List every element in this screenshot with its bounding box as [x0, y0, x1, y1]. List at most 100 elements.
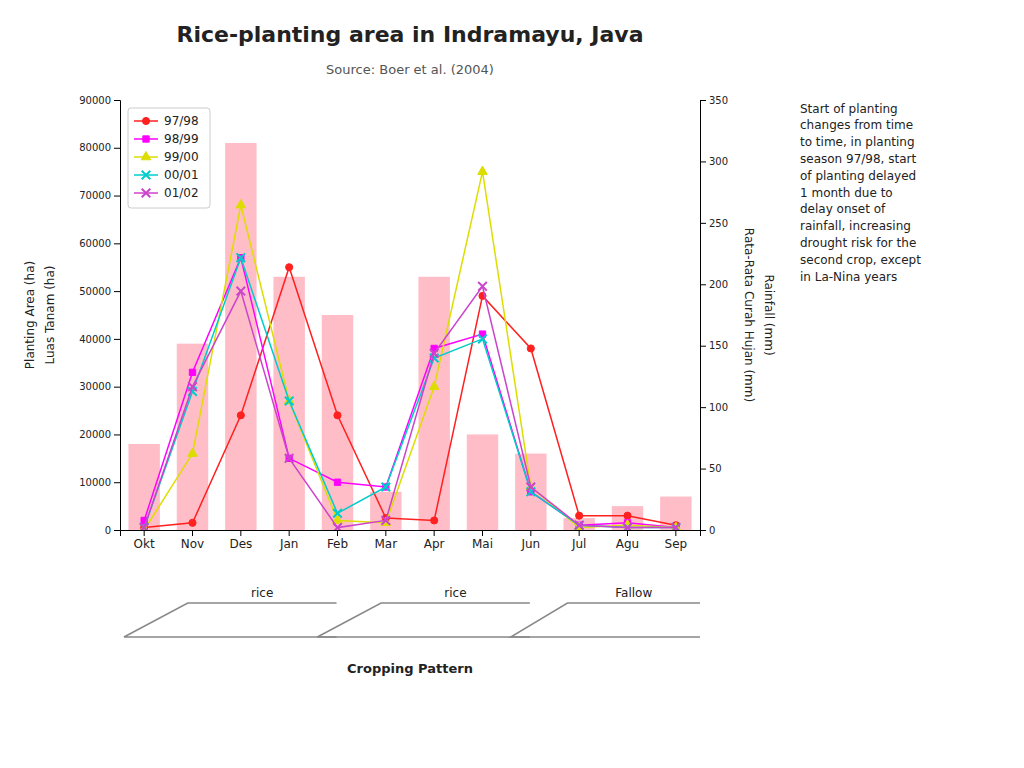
y-tick-label: 0: [105, 525, 111, 536]
legend-label: 00/01: [164, 168, 199, 182]
y2-tick: 350: [700, 95, 728, 106]
y-tick-label: 80000: [79, 142, 111, 153]
x-tick-mark: [192, 530, 193, 536]
marker: [623, 523, 632, 530]
y-tick: 30000: [79, 381, 120, 392]
y-tick-mark: [114, 100, 120, 101]
marker: [334, 479, 340, 485]
y-tick-label: 20000: [79, 429, 111, 440]
y2-tick: 200: [700, 279, 728, 290]
marker: [236, 200, 246, 208]
y-tick-mark: [114, 530, 120, 531]
x-tick-mark: [579, 530, 580, 536]
legend-marker: [143, 136, 149, 142]
y2-tick-mark: [700, 530, 706, 531]
y2-tick: 100: [700, 402, 728, 413]
y-tick-label: 60000: [79, 238, 111, 249]
title: Rice-planting area in Indramayu, Java: [176, 22, 643, 47]
bar: [660, 497, 691, 530]
marker: [237, 287, 246, 296]
bar: [322, 315, 353, 530]
crop-label: rice: [251, 586, 273, 600]
marker: [672, 523, 681, 530]
x-tick-mark: [385, 530, 386, 536]
x-tick-mark: [289, 530, 290, 536]
y-tick-label: 50000: [79, 286, 111, 297]
x-tick-mark: [240, 530, 241, 536]
x-tick: Feb: [327, 530, 348, 551]
axis-line: [114, 101, 121, 531]
axis-line: [121, 531, 701, 537]
y-axis-title: Luas Tanam (ha): [43, 266, 57, 365]
marker: [285, 454, 294, 463]
marker: [237, 253, 246, 262]
legend-label: 01/02: [164, 186, 199, 200]
marker: [623, 523, 632, 530]
y2-tick-label: 100: [709, 402, 728, 413]
line-series: [140, 253, 680, 530]
y-tick-mark: [114, 148, 120, 149]
y-tick-mark: [114, 291, 120, 292]
marker: [286, 264, 293, 271]
y2-tick-mark: [700, 469, 706, 470]
marker: [285, 397, 294, 406]
x-tick: Agu: [616, 530, 639, 551]
marker: [429, 381, 439, 389]
marker: [382, 516, 391, 525]
legend-label: 97/98: [164, 114, 199, 128]
y2-tick-mark: [700, 223, 706, 224]
line-series: [141, 255, 679, 530]
line: [144, 172, 676, 530]
x-tick-mark: [482, 530, 483, 536]
y2-tick-label: 0: [709, 525, 715, 536]
x-tick-mark: [337, 530, 338, 536]
bar: [370, 492, 401, 530]
marker: [624, 512, 631, 519]
marker: [382, 483, 391, 492]
marker: [237, 412, 244, 419]
marker: [333, 509, 342, 518]
legend-label: 98/99: [164, 132, 199, 146]
x-tick-mark: [530, 530, 531, 536]
x-tick-mark: [434, 530, 435, 536]
crop-segment: [317, 603, 530, 637]
line: [144, 258, 676, 528]
marker: [478, 166, 488, 174]
axis-line: [701, 101, 707, 531]
cropping-pattern-label: Cropping Pattern: [347, 661, 473, 676]
y-tick: 60000: [79, 238, 120, 249]
bar: [467, 434, 498, 530]
marker: [189, 519, 196, 526]
y-tick: 90000: [79, 95, 120, 106]
legend-item: 00/01: [134, 168, 199, 182]
x-tick-label: Jan: [279, 537, 299, 551]
y-tick: 50000: [79, 286, 120, 297]
y2-tick: 50: [700, 463, 722, 474]
marker: [430, 349, 439, 358]
marker: [188, 448, 198, 456]
marker: [527, 483, 536, 492]
x-tick-mark: [627, 530, 628, 536]
y2-tick: 0: [700, 525, 715, 536]
marker: [431, 517, 438, 524]
marker: [478, 335, 487, 344]
y2-tick-mark: [700, 284, 706, 285]
x-tick-label: Jul: [571, 537, 586, 551]
x-tick-label: Mar: [375, 537, 398, 551]
plot: OktNovDesJanFebMarAprMaiJunJulAguSep0100…: [79, 95, 728, 551]
legend-item: 99/00: [134, 150, 199, 164]
crop-label: rice: [444, 586, 466, 600]
x-tick-mark: [675, 530, 676, 536]
legend-marker: [142, 171, 151, 180]
y-tick-label: 70000: [79, 190, 111, 201]
y2-tick: 150: [700, 340, 728, 351]
y-tick: 10000: [79, 477, 120, 488]
legend-label: 99/00: [164, 150, 199, 164]
y2-tick-label: 350: [709, 95, 728, 106]
chart: Rice-planting area in Indramayu, JavaSou…: [0, 0, 1024, 768]
y2-tick-label: 250: [709, 218, 728, 229]
crop-segment: [124, 603, 337, 637]
x-tick-label: Apr: [424, 537, 445, 551]
y2-tick-mark: [700, 100, 706, 101]
cropping-pattern: ricericeFallow: [124, 586, 700, 637]
